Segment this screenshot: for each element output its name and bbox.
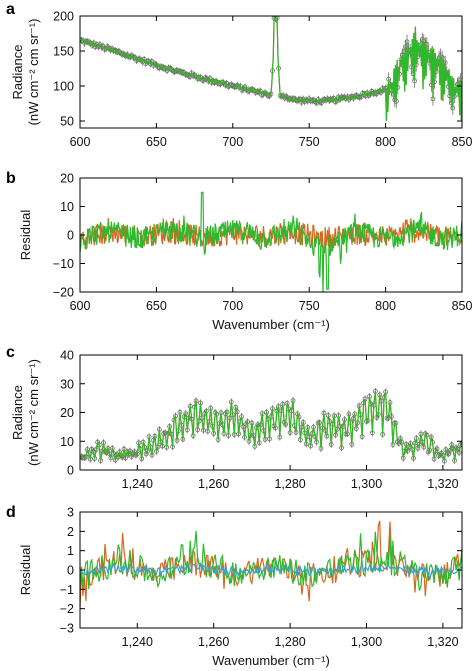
x-tick-label: 1,260 [198,635,229,649]
model-line-green [80,17,462,122]
data-layer [80,520,462,610]
y-tick-label: −2 [60,602,74,616]
residual-line-green [80,191,462,292]
y-tick-label: −20 [53,286,74,300]
y-tick-label: 3 [67,506,74,520]
y-tick-label: 100 [53,80,74,94]
y-tick-label: 0 [67,229,74,243]
panel-letter: d [6,504,16,521]
data-point [150,62,156,68]
y-axis-label-units: (nW cm⁻² cm sr⁻¹) [26,359,41,466]
axes-frame [79,15,463,129]
y-tick-label: 200 [53,10,74,24]
y-axis-label: Radiance [10,385,25,440]
x-tick-label: 600 [70,135,91,149]
y-tick-label: 50 [60,115,74,129]
x-tick-label: 700 [222,299,243,313]
x-tick-label: 800 [375,299,396,313]
y-tick-label: 0 [67,464,74,478]
x-tick-label: 650 [146,299,167,313]
x-tick-label: 1,320 [427,477,458,491]
panel-d: d 1,240 1,260 1,280 1,300 1,320 −3 −2 −1 0 1 2 3 Resi… [6,504,463,668]
x-tick-label: 750 [299,299,320,313]
data-layer [80,16,462,122]
x-tick-label: 1,300 [351,477,382,491]
residual-line-orange [80,520,462,610]
data-layer [80,191,462,292]
data-point [164,68,170,73]
panel-b: b 600 650 700 750 800 850 −20 −10 0 10 20 Residual Wa… [6,170,472,332]
y-tick-label: 10 [60,200,74,214]
y-tick-label: 10 [60,435,74,449]
y-axis-label: Residual [18,210,33,261]
y-tick-label: 30 [60,377,74,391]
y-axis-label: Residual [18,545,33,596]
data-point [300,96,306,102]
y-tick-label: 40 [60,349,74,363]
model-line-green [80,391,462,463]
x-tick-label: 1,260 [198,477,229,491]
y-axis-label-units: (nW cm⁻² cm sr⁻¹) [26,19,41,126]
panel-c: c 1,240 1,260 1,280 1,300 1,320 0 10 20 30 40 Radia… [6,344,463,491]
y-tick-label: −1 [60,583,74,597]
residual-line-green [80,530,462,591]
y-axis-label: Radiance [10,45,25,100]
panel-letter: b [6,170,16,187]
x-axis-label: Wavenumber (cm⁻¹) [212,317,330,332]
y-tick-label: −3 [60,622,74,636]
data-point [80,455,83,461]
x-tick-label: 1,280 [274,635,305,649]
x-axis-label: Wavenumber (cm⁻¹) [212,653,330,668]
panel-a: a 600 650 700 750 800 850 50 100 150 200 Radiance (n… [6,1,472,149]
y-tick-label: 20 [60,406,74,420]
x-tick-label: 750 [299,135,320,149]
x-tick-label: 600 [70,299,91,313]
y-tick-label: 1 [67,544,74,558]
data-point [341,94,347,100]
y-tick-label: 150 [53,45,74,59]
x-tick-label: 850 [452,135,473,149]
y-tick-label: −10 [53,257,74,271]
y-tick-label: 20 [60,172,74,186]
residual-line-blue [80,561,462,580]
x-tick-label: 1,280 [274,477,305,491]
data-layer [80,387,462,465]
x-tick-label: 700 [222,135,243,149]
panel-letter: c [6,344,15,361]
x-tick-label: 1,300 [351,635,382,649]
x-tick-label: 650 [146,135,167,149]
x-tick-label: 1,240 [122,635,153,649]
y-tick-label: 2 [67,525,74,539]
x-tick-label: 1,240 [122,477,153,491]
panel-letter: a [6,1,15,18]
y-tick-label: 0 [67,564,74,578]
data-point [439,450,444,456]
x-tick-label: 850 [452,299,473,313]
x-tick-label: 1,320 [427,635,458,649]
x-tick-label: 800 [375,135,396,149]
